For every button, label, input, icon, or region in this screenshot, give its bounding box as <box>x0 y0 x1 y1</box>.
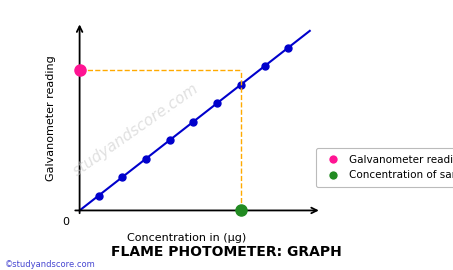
Text: Concentration in (µg): Concentration in (µg) <box>127 233 246 243</box>
Legend: Galvanometer reading of sample, Concentration of sample: Galvanometer reading of sample, Concentr… <box>316 148 453 187</box>
Text: FLAME PHOTOMETER: GRAPH: FLAME PHOTOMETER: GRAPH <box>111 245 342 259</box>
Text: ©studyandscore.com: ©studyandscore.com <box>5 260 95 269</box>
Text: Galvanometer reading: Galvanometer reading <box>46 55 56 181</box>
Text: studyandscore.com: studyandscore.com <box>70 80 202 179</box>
Text: 0: 0 <box>62 217 69 227</box>
